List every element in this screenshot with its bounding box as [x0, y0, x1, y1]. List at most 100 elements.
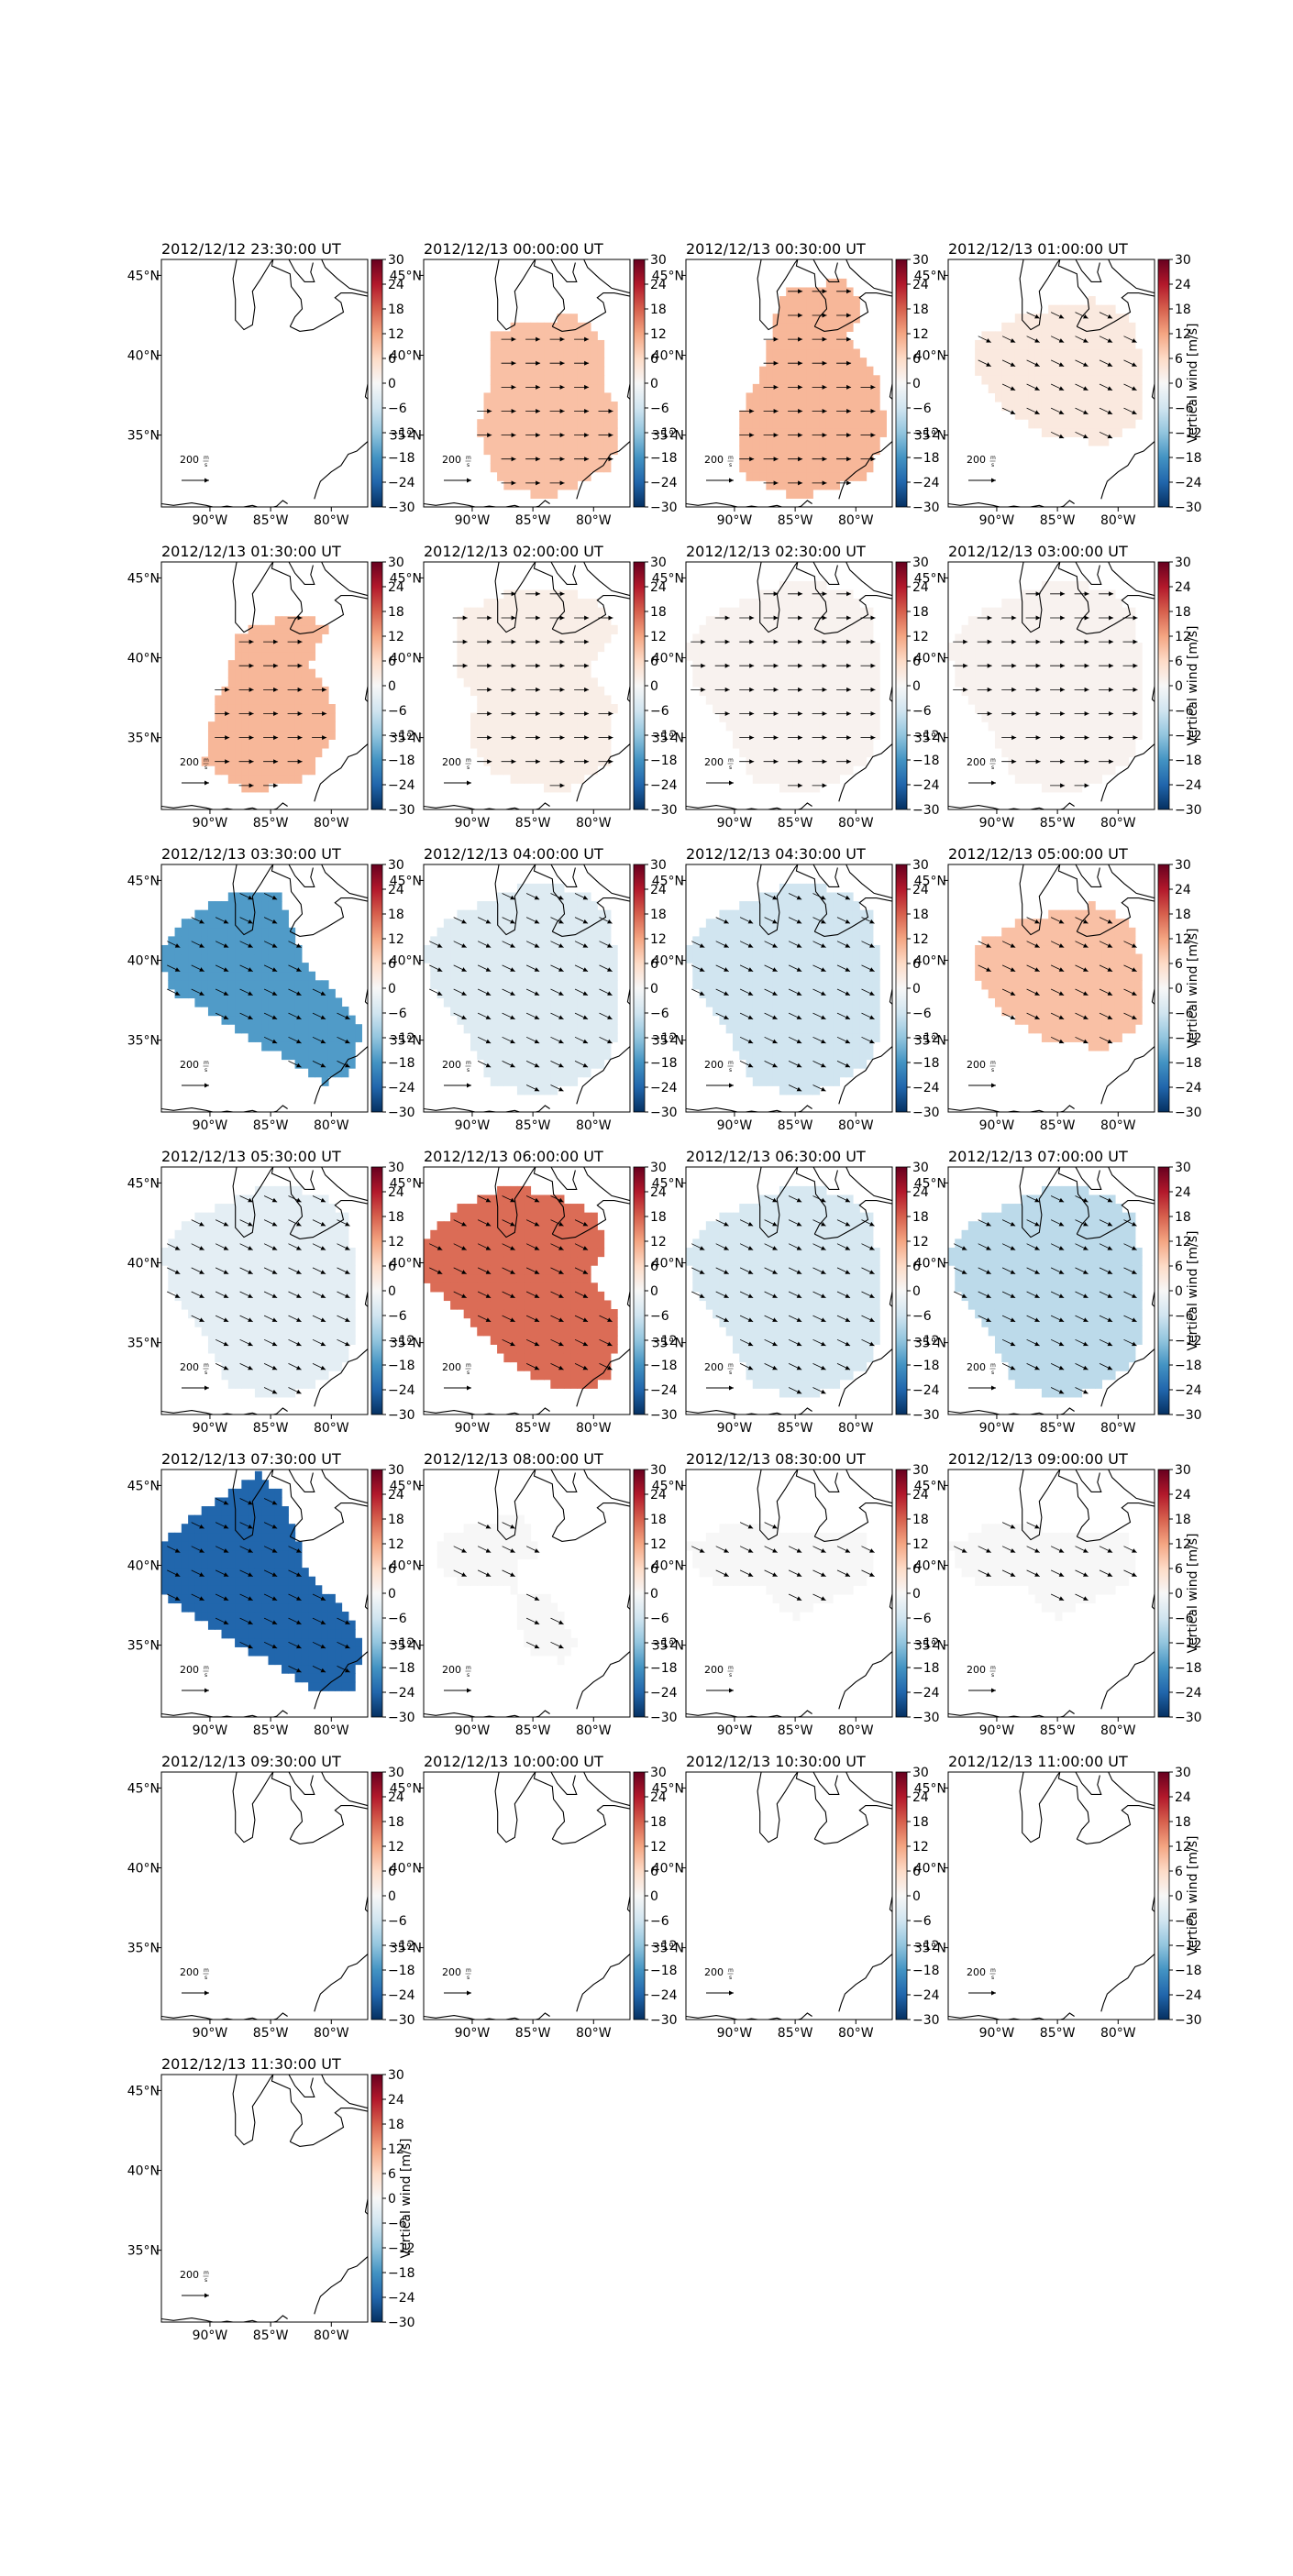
- field-cell: [570, 668, 579, 678]
- field-cell: [806, 599, 813, 609]
- field-cell: [490, 1007, 498, 1017]
- field-cell: [1008, 348, 1016, 358]
- colorbar-tick-label: −6: [650, 704, 669, 719]
- field-cell: [457, 953, 465, 963]
- field-cell: [1081, 348, 1089, 358]
- field-cell: [819, 402, 827, 412]
- field-cell: [235, 997, 242, 1007]
- field-cell: [241, 927, 249, 937]
- field-cell: [1114, 383, 1122, 394]
- field-cell: [1001, 633, 1010, 644]
- field-cell: [1061, 677, 1069, 688]
- field-cell: [1122, 704, 1130, 714]
- field-cell: [799, 366, 807, 376]
- field-cell: [739, 1032, 747, 1042]
- field-cell: [792, 599, 801, 609]
- field-cell: [1108, 358, 1116, 368]
- field-cell: [766, 366, 774, 376]
- field-cell: [516, 765, 525, 776]
- field-cell: [1041, 624, 1049, 634]
- field-cell: [1108, 616, 1116, 626]
- field-cell: [746, 1007, 754, 1017]
- field-cell: [477, 712, 485, 722]
- field-cell: [1101, 712, 1110, 722]
- field-cell: [1041, 607, 1049, 617]
- field-cell: [577, 712, 585, 722]
- field-cell: [583, 633, 591, 644]
- colorbar-label: Vertical wind [m/s]: [1186, 324, 1200, 444]
- field-cell: [1075, 668, 1083, 678]
- field-cell: [503, 1068, 512, 1078]
- colorbar-tick-label: 18: [388, 908, 404, 922]
- field-cell: [812, 660, 821, 670]
- field-cell: [221, 1015, 229, 1025]
- field-cell: [570, 616, 579, 626]
- field-cell: [510, 936, 518, 946]
- field-cell: [268, 624, 276, 634]
- field-cell: [866, 747, 874, 758]
- coastline: [550, 562, 578, 585]
- field-cell: [792, 366, 801, 376]
- field-cell: [1081, 686, 1089, 697]
- field-cell: [321, 997, 329, 1007]
- field-cell: [739, 599, 747, 609]
- field-cell: [994, 392, 1002, 402]
- colorbar-tick-label: −24: [912, 476, 940, 490]
- field-cell: [282, 1007, 289, 1017]
- field-cell: [739, 677, 747, 688]
- field-cell: [752, 436, 760, 446]
- field-cell: [463, 668, 471, 678]
- field-cell: [570, 624, 579, 634]
- field-cell: [294, 704, 303, 714]
- field-cell: [759, 599, 767, 609]
- field-cell: [955, 668, 963, 678]
- panel-title: 2012/12/13 01:00:00 UT: [948, 240, 1128, 258]
- field-cell: [603, 927, 612, 937]
- field-cell: [308, 739, 316, 749]
- field-cell: [1034, 730, 1043, 740]
- field-cell: [732, 1015, 740, 1025]
- field-cell: [341, 1024, 349, 1034]
- field-cell: [570, 358, 579, 368]
- field-cell: [550, 1032, 558, 1042]
- field-cell: [1075, 392, 1083, 402]
- field-cell: [227, 739, 236, 749]
- reference-vector: 200 ms: [180, 454, 209, 483]
- field-cell: [457, 633, 465, 644]
- field-cell: [201, 919, 209, 929]
- field-cell: [1075, 331, 1083, 341]
- field-cell: [866, 463, 874, 473]
- field-cell: [510, 1007, 518, 1017]
- field-cell: [524, 589, 532, 600]
- field-cell: [812, 901, 821, 911]
- field-cell: [590, 721, 598, 732]
- field-cell: [530, 331, 538, 341]
- field-cell: [510, 366, 518, 376]
- field-cell: [610, 427, 618, 437]
- coastline: [552, 292, 630, 332]
- field-cell: [1101, 599, 1110, 609]
- field-cell: [577, 607, 585, 617]
- field-cell: [692, 677, 701, 688]
- field-cell: [524, 988, 532, 999]
- field-cell: [1068, 375, 1076, 385]
- field-cell: [308, 988, 316, 999]
- field-cell: [1081, 677, 1089, 688]
- field-cell: [254, 971, 262, 981]
- field-cell: [544, 997, 551, 1007]
- field-cell: [961, 660, 969, 670]
- field-cell: [833, 304, 841, 314]
- field-cell: [301, 730, 309, 740]
- field-cell: [590, 997, 598, 1007]
- field-cell: [227, 919, 236, 929]
- coastline: [583, 259, 630, 294]
- field-cell: [610, 944, 618, 955]
- field-cell: [261, 901, 270, 911]
- field-cell: [590, 704, 598, 714]
- field-cell: [1041, 686, 1049, 697]
- field-cell: [866, 704, 874, 714]
- field-cell: [294, 633, 303, 644]
- field-cell: [845, 747, 854, 758]
- field-cell: [1122, 616, 1130, 626]
